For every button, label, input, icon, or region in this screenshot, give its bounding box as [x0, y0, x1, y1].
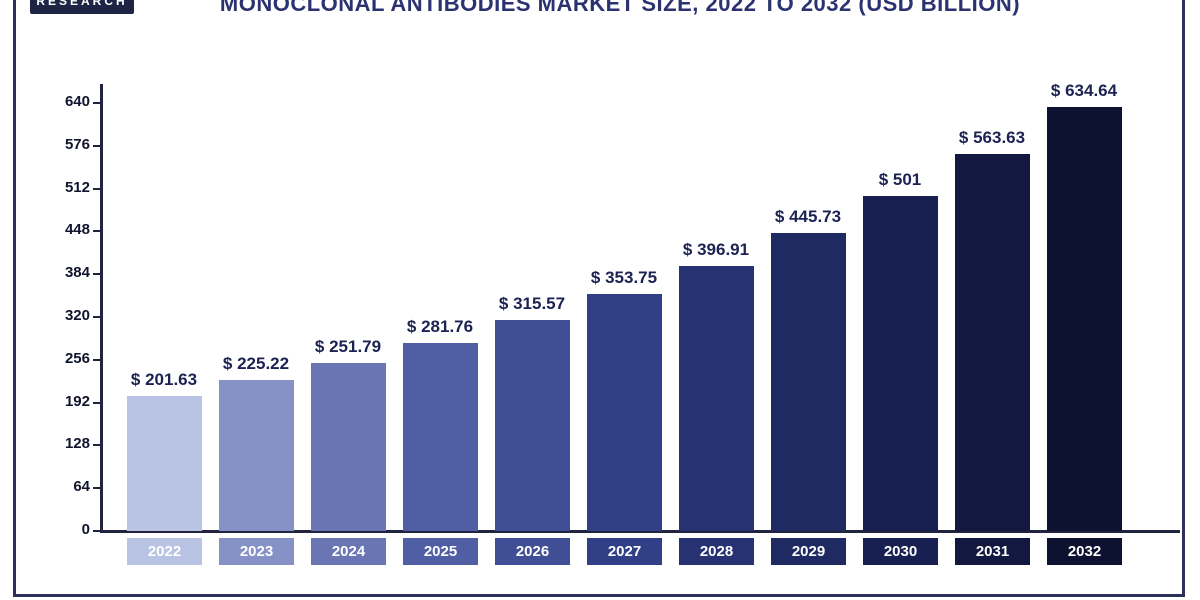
bar-2030 — [863, 196, 938, 531]
y-tick-label: 448 — [64, 221, 90, 239]
bar-value-label-2025: $ 281.76 — [406, 317, 474, 336]
y-tick-mark — [93, 401, 100, 404]
y-tick-mark — [93, 187, 100, 190]
y-tick-label: 256 — [64, 349, 90, 367]
x-axis-label-2023: 2023 — [219, 538, 294, 565]
x-axis-label-2032: 2032 — [1047, 538, 1122, 565]
x-axis-label-2026: 2026 — [495, 538, 570, 565]
x-axis-label-2024: 2024 — [311, 538, 386, 565]
y-tick-label: 512 — [64, 178, 90, 196]
x-axis-label-2030: 2030 — [863, 538, 938, 565]
x-axis-label-2028: 2028 — [679, 538, 754, 565]
bar-2027 — [587, 294, 662, 531]
y-tick-label: 192 — [64, 392, 90, 410]
bar-2032 — [1047, 107, 1122, 531]
bar-value-label-2026: $ 315.57 — [498, 294, 566, 313]
chart-title: MONOCLONAL ANTIBODIES MARKET SIZE, 2022 … — [219, 0, 1021, 16]
bar-value-label-2024: $ 251.79 — [314, 337, 382, 356]
y-tick-label: 576 — [64, 135, 90, 153]
bar-value-label-2023: $ 225.22 — [222, 354, 290, 373]
bar-2022 — [127, 396, 202, 531]
x-axis-label-2031: 2031 — [955, 538, 1030, 565]
y-tick-mark — [93, 316, 100, 318]
y-tick-label: 128 — [64, 435, 90, 453]
bar-2029 — [771, 233, 846, 531]
bar-value-label-2031: $ 563.63 — [958, 128, 1026, 147]
bar-2024 — [311, 363, 386, 531]
bar-2023 — [219, 380, 294, 531]
y-axis-line — [100, 84, 103, 533]
y-tick-label: 640 — [64, 93, 90, 110]
y-tick-mark — [93, 144, 100, 147]
y-tick-mark — [93, 230, 100, 233]
bar-value-label-2030: $ 501 — [878, 170, 922, 189]
y-tick-mark — [93, 358, 100, 361]
y-tick-mark — [93, 102, 100, 104]
bar-2031 — [955, 154, 1030, 531]
y-tick-mark — [93, 444, 100, 447]
x-axis-label-2022: 2022 — [127, 538, 202, 565]
x-axis-label-2027: 2027 — [587, 538, 662, 565]
bar-2026 — [495, 320, 570, 531]
y-tick-label: 64 — [73, 478, 90, 496]
bar-value-label-2032: $ 634.64 — [1050, 81, 1118, 100]
y-tick-label: 0 — [81, 521, 90, 538]
y-tick-label: 320 — [64, 307, 90, 324]
bar-value-label-2027: $ 353.75 — [590, 268, 658, 287]
y-tick-mark — [93, 530, 100, 532]
bar-2025 — [403, 343, 478, 531]
research-logo: RESEARCH — [30, 0, 134, 14]
x-axis-label-2025: 2025 — [403, 538, 478, 565]
x-axis-label-2029: 2029 — [771, 538, 846, 565]
y-tick-label: 384 — [64, 264, 90, 282]
bar-value-label-2028: $ 396.91 — [682, 240, 750, 259]
research-logo-text: RESEARCH — [36, 0, 128, 8]
bar-value-label-2022: $ 201.63 — [130, 370, 198, 389]
bar-value-label-2029: $ 445.73 — [774, 207, 842, 226]
y-tick-mark — [93, 273, 100, 276]
bar-2028 — [679, 266, 754, 531]
y-tick-mark — [93, 487, 100, 490]
x-axis-line — [100, 530, 1180, 533]
